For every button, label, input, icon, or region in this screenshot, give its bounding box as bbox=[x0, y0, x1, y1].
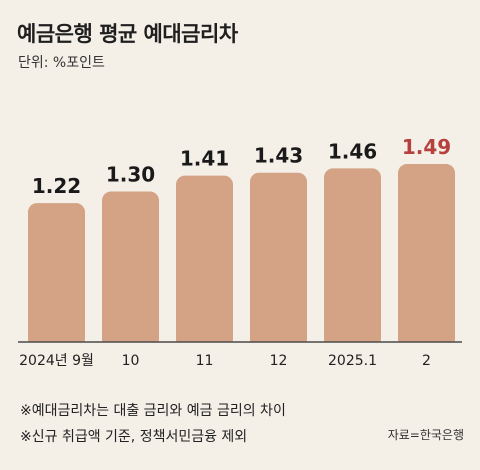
bar bbox=[324, 168, 381, 348]
x-tick-label: 2025.1 bbox=[328, 353, 377, 369]
x-tick-label: 2024년 9월 bbox=[19, 353, 94, 369]
data-label: 1.46 bbox=[328, 139, 377, 163]
bar-chart: 1.22 2024년 9월 1.30 10 1.41 11 1.43 12 1.46 2025.1… bbox=[18, 135, 462, 369]
data-label: 1.43 bbox=[254, 144, 303, 168]
x-tick-label: 2 bbox=[422, 353, 431, 369]
bar bbox=[398, 164, 455, 348]
unit-label: 단위: %포인트 bbox=[18, 55, 105, 71]
x-tick-label: 10 bbox=[122, 353, 140, 369]
data-label: 1.22 bbox=[32, 174, 81, 198]
x-tick-label: 12 bbox=[270, 353, 288, 369]
footnote-1: ※예대금리차는 대출 금리와 예금 금리의 차이 bbox=[20, 403, 286, 419]
bar bbox=[28, 203, 85, 348]
x-tick-label: 11 bbox=[196, 353, 214, 369]
footnotes: ※예대금리차는 대출 금리와 예금 금리의 차이 ※신규 취급액 기준, 정책서… bbox=[20, 398, 286, 450]
source-credit: 자료=한국은행 bbox=[387, 428, 464, 442]
data-label: 1.41 bbox=[180, 147, 229, 171]
data-label: 1.49 bbox=[402, 135, 451, 159]
bar bbox=[250, 172, 307, 348]
bar bbox=[102, 191, 159, 348]
chart-title: 예금은행 평균 예대금리차 bbox=[17, 22, 238, 46]
bar bbox=[176, 175, 233, 348]
footnote-2: ※신규 취급액 기준, 정책서민금융 제외 bbox=[20, 429, 248, 445]
data-label: 1.30 bbox=[106, 163, 155, 187]
